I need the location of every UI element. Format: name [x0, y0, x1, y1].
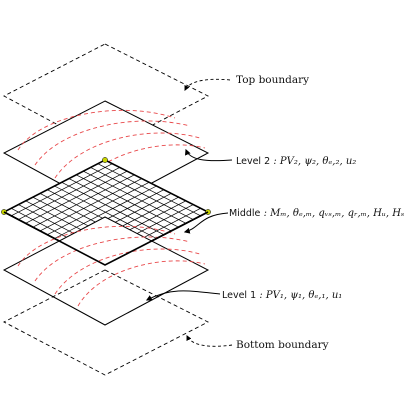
grid-line [90, 167, 194, 220]
red-contour-line [54, 248, 201, 295]
red-contour-line [54, 132, 201, 179]
bottom-boundary-leader [186, 335, 233, 347]
grid-line [75, 174, 179, 228]
middle-leader [183, 212, 229, 234]
red-contour-line [17, 109, 176, 151]
red-contour-line [77, 260, 206, 307]
top-boundary-leader [184, 78, 231, 91]
level2-label: Level 2 : PV₂, ψ₂, θₑ,₂, u₂ [236, 156, 356, 167]
red-contour-line [34, 120, 191, 166]
red-contour-line [17, 225, 176, 267]
level1-leader [145, 290, 221, 301]
grid-line [83, 170, 187, 224]
bottom-boundary-plane [3, 269, 209, 376]
corner-marker-top [102, 157, 108, 163]
grid-line [61, 181, 165, 236]
level2-plane [2, 100, 210, 209]
level2-leader [185, 148, 233, 162]
middle-label: Middle : Mₘ, θₑ,ₘ, qᵥₛ,ₘ, qᵣ,ₘ, Hᵤ, Hₛ [229, 208, 404, 219]
grid-line [97, 163, 201, 217]
red-contour-line [34, 236, 191, 282]
top-boundary-label: Top boundary [236, 74, 309, 86]
bottom-boundary-label: Bottom boundary [236, 339, 329, 351]
level1-label: Level 1 : PV₁, ψ₁, θₑ,₁, u₁ [222, 290, 342, 301]
grid-line [54, 185, 157, 239]
grid-line [68, 178, 172, 232]
